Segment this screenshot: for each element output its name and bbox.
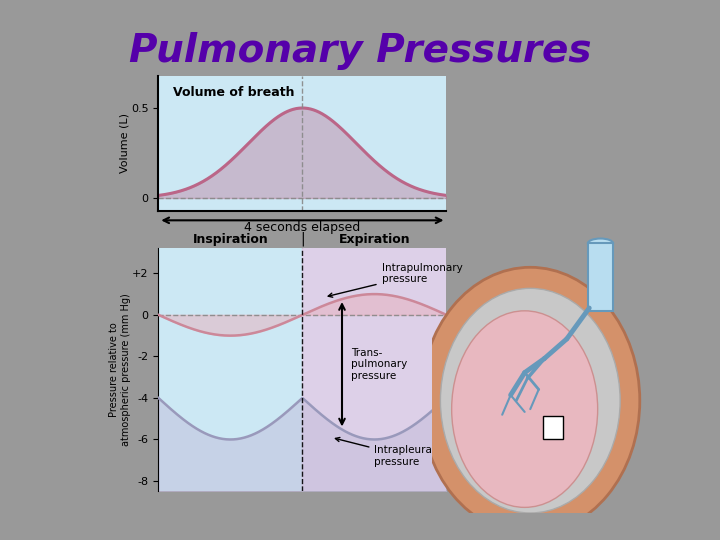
Ellipse shape	[588, 239, 613, 248]
Text: 4 seconds elapsed: 4 seconds elapsed	[244, 221, 361, 234]
Text: Inspiration: Inspiration	[192, 233, 269, 246]
Bar	[302, 248, 446, 491]
Text: Expiration: Expiration	[338, 233, 410, 246]
Text: |: |	[300, 232, 305, 246]
Y-axis label: Pressure relative to
atmospheric pressure (mm Hg): Pressure relative to atmospheric pressur…	[109, 294, 131, 446]
Ellipse shape	[451, 311, 598, 508]
Text: Pulmonary Pressures: Pulmonary Pressures	[129, 32, 591, 70]
Text: Volume of breath: Volume of breath	[173, 86, 294, 99]
Text: Trans-
pulmonary
pressure: Trans- pulmonary pressure	[351, 348, 407, 381]
Ellipse shape	[420, 267, 640, 534]
Text: Intrapulmonary
pressure: Intrapulmonary pressure	[328, 262, 462, 297]
FancyBboxPatch shape	[543, 416, 562, 438]
Ellipse shape	[441, 288, 620, 513]
Polygon shape	[588, 244, 613, 311]
Y-axis label: Volume (L): Volume (L)	[120, 113, 130, 173]
Bar	[158, 248, 302, 491]
Text: Intrapleural
pressure: Intrapleural pressure	[336, 437, 436, 467]
